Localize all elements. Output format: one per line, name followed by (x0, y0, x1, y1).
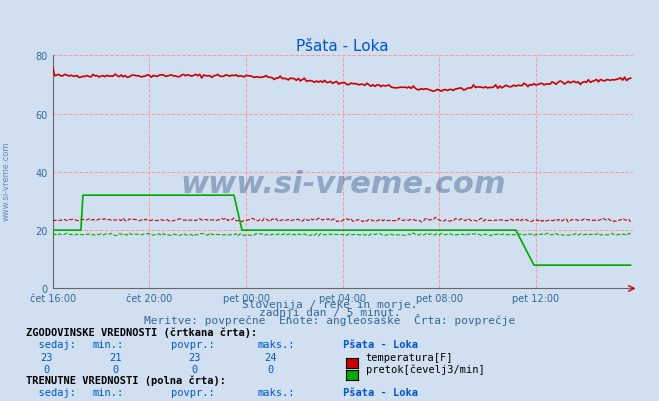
Text: maks.:: maks.: (257, 387, 295, 397)
Text: Meritve: povprečne  Enote: angleosaške  Črta: povprečje: Meritve: povprečne Enote: angleosaške Čr… (144, 313, 515, 325)
Text: 21: 21 (109, 352, 121, 362)
Text: TRENUTNE VREDNOSTI (polna črta):: TRENUTNE VREDNOSTI (polna črta): (26, 375, 226, 385)
Text: temperatura[F]: temperatura[F] (366, 400, 453, 401)
Text: povpr.:: povpr.: (171, 387, 215, 397)
Text: sedaj:: sedaj: (26, 387, 76, 397)
Text: temperatura[F]: temperatura[F] (366, 352, 453, 362)
Text: min.:: min.: (92, 339, 123, 349)
Text: 0: 0 (112, 364, 119, 374)
Text: 74: 74 (264, 400, 276, 401)
Text: Pšata - Loka: Pšata - Loka (343, 387, 418, 397)
Text: 23: 23 (40, 352, 52, 362)
Text: 0: 0 (267, 364, 273, 374)
Title: Pšata - Loka: Pšata - Loka (297, 38, 389, 54)
Text: ZGODOVINSKE VREDNOSTI (črtkana črta):: ZGODOVINSKE VREDNOSTI (črtkana črta): (26, 326, 258, 337)
Text: 0: 0 (191, 364, 198, 374)
Text: www.si-vreme.com: www.si-vreme.com (180, 170, 505, 198)
Text: www.si-vreme.com: www.si-vreme.com (2, 141, 11, 220)
Text: 23: 23 (188, 352, 200, 362)
Text: 72: 72 (40, 400, 52, 401)
Text: 0: 0 (43, 364, 49, 374)
Text: 68: 68 (109, 400, 121, 401)
Text: sedaj:: sedaj: (26, 339, 76, 349)
Text: pretok[čevelj3/min]: pretok[čevelj3/min] (366, 364, 484, 374)
Text: 72: 72 (188, 400, 200, 401)
Text: povpr.:: povpr.: (171, 339, 215, 349)
Text: 24: 24 (264, 352, 276, 362)
Text: Pšata - Loka: Pšata - Loka (343, 339, 418, 349)
Text: zadnji dan / 5 minut.: zadnji dan / 5 minut. (258, 307, 401, 317)
Text: maks.:: maks.: (257, 339, 295, 349)
Text: min.:: min.: (92, 387, 123, 397)
Text: Slovenija / reke in morje.: Slovenija / reke in morje. (242, 299, 417, 309)
